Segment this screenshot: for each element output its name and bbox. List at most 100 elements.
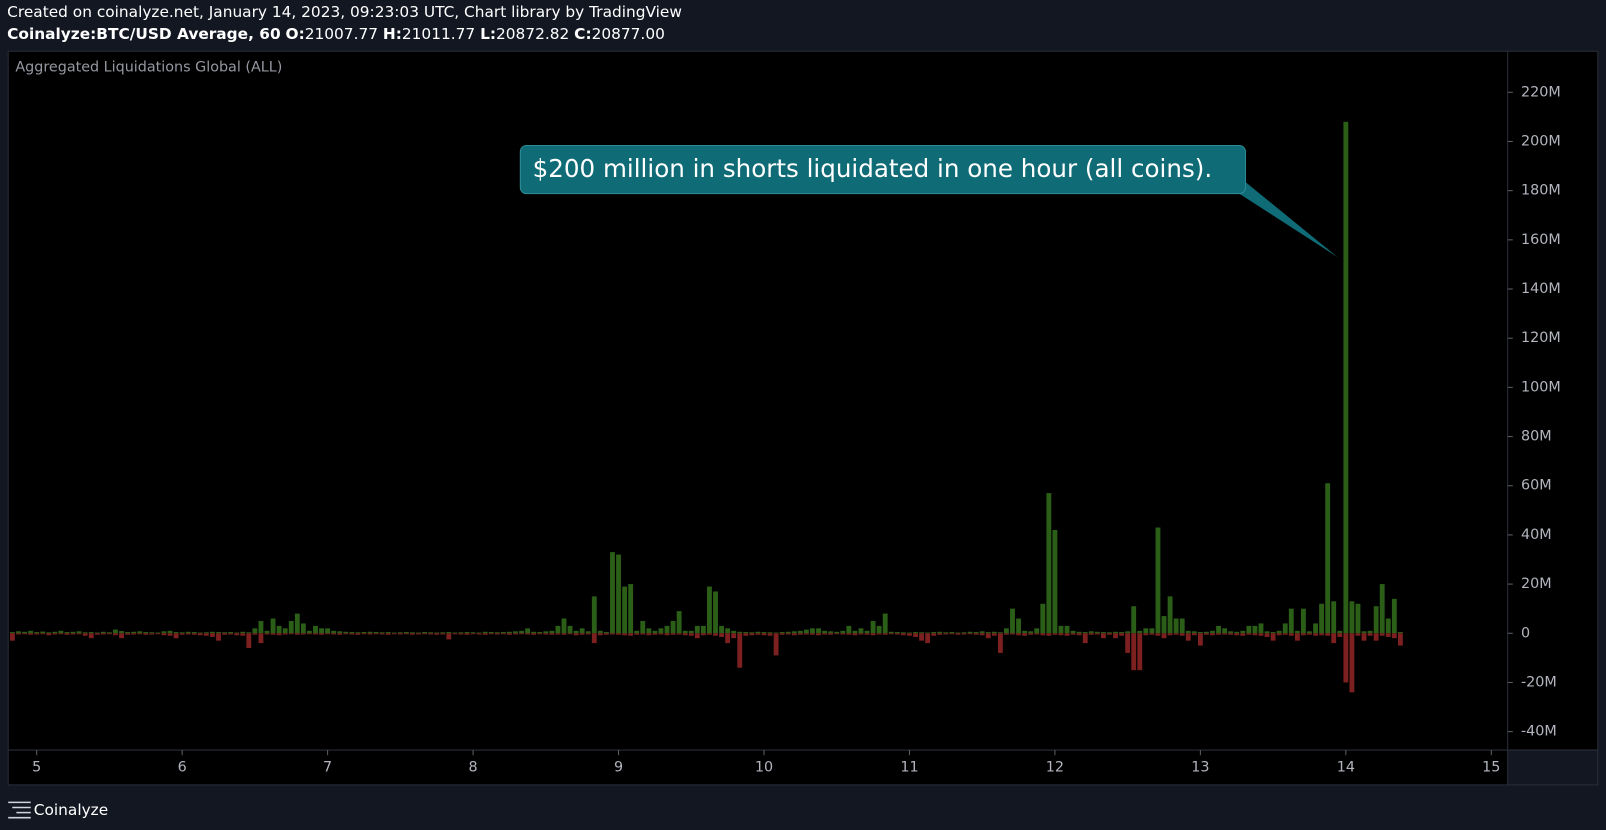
bar bbox=[1119, 633, 1125, 636]
bar bbox=[446, 632, 452, 634]
bar bbox=[785, 633, 791, 635]
bar bbox=[1197, 632, 1203, 634]
bar bbox=[1331, 601, 1337, 634]
bar bbox=[155, 633, 161, 635]
bar bbox=[361, 633, 367, 635]
bar bbox=[973, 632, 979, 634]
x-tick-label: 9 bbox=[614, 759, 623, 775]
bar bbox=[46, 632, 52, 634]
bar bbox=[634, 633, 640, 635]
bar bbox=[616, 633, 621, 635]
bar bbox=[707, 586, 712, 634]
bar bbox=[1391, 633, 1397, 639]
bar bbox=[949, 632, 955, 634]
bar bbox=[1355, 603, 1361, 634]
bar bbox=[234, 632, 240, 634]
ohlc-value: 21011.77 bbox=[402, 24, 475, 42]
bar bbox=[1240, 633, 1246, 636]
bar bbox=[616, 554, 621, 634]
bar bbox=[694, 633, 700, 639]
bar bbox=[1064, 625, 1070, 634]
bar bbox=[185, 631, 191, 634]
bar bbox=[997, 632, 1003, 634]
bar bbox=[397, 633, 403, 635]
bar bbox=[664, 633, 670, 636]
y-tick-label: 140M bbox=[1521, 281, 1561, 297]
bar bbox=[500, 632, 506, 634]
bar bbox=[64, 633, 70, 635]
y-tick-label: 60M bbox=[1521, 478, 1552, 494]
bar bbox=[967, 633, 973, 635]
bar bbox=[1076, 631, 1082, 634]
y-tick-label: -20M bbox=[1521, 674, 1557, 690]
bar bbox=[531, 631, 537, 634]
bar bbox=[155, 632, 161, 634]
bar bbox=[240, 631, 246, 634]
bar bbox=[500, 633, 506, 635]
bar bbox=[1337, 630, 1343, 634]
bar bbox=[1155, 527, 1161, 634]
bar bbox=[1028, 631, 1034, 634]
bar bbox=[258, 633, 264, 644]
bar bbox=[773, 632, 779, 634]
bar bbox=[573, 633, 579, 636]
frame bbox=[7, 50, 1599, 786]
bar bbox=[876, 633, 882, 635]
bar bbox=[731, 630, 737, 634]
bar bbox=[579, 628, 585, 634]
bar bbox=[276, 625, 282, 634]
bar bbox=[1191, 631, 1197, 634]
bar bbox=[1246, 633, 1252, 635]
bar bbox=[100, 631, 106, 634]
bar bbox=[1010, 633, 1015, 635]
bar bbox=[597, 633, 603, 636]
bar bbox=[816, 628, 821, 634]
bar bbox=[985, 633, 991, 639]
bar bbox=[1325, 633, 1331, 636]
bar bbox=[482, 633, 488, 635]
bar bbox=[913, 633, 918, 637]
bar bbox=[1270, 632, 1276, 634]
bar bbox=[28, 633, 34, 635]
bar bbox=[119, 631, 124, 634]
bar bbox=[870, 620, 876, 634]
bar bbox=[185, 633, 191, 635]
bar bbox=[628, 633, 634, 636]
bar bbox=[22, 631, 27, 634]
ohlc-value: 21007.77 bbox=[305, 24, 378, 42]
bar bbox=[652, 633, 658, 635]
bar bbox=[440, 632, 446, 634]
bar bbox=[561, 633, 567, 635]
bar bbox=[531, 633, 537, 635]
bar bbox=[737, 631, 743, 634]
bar bbox=[646, 633, 652, 636]
bar bbox=[900, 633, 906, 636]
bar bbox=[1088, 631, 1094, 634]
bar bbox=[822, 630, 828, 634]
bar bbox=[755, 633, 761, 635]
ohlc-label: L: bbox=[480, 24, 496, 42]
bar bbox=[10, 632, 15, 634]
bar bbox=[337, 631, 343, 634]
bar bbox=[1052, 633, 1058, 635]
bar bbox=[1149, 628, 1155, 634]
bar bbox=[306, 630, 312, 634]
bar bbox=[761, 632, 767, 634]
bar bbox=[379, 632, 385, 634]
bar bbox=[1004, 628, 1009, 634]
bar bbox=[222, 633, 227, 635]
bar bbox=[1313, 623, 1318, 634]
bar bbox=[694, 625, 700, 634]
bar bbox=[852, 630, 858, 634]
bar bbox=[16, 631, 21, 634]
bar bbox=[76, 633, 82, 635]
bar bbox=[1076, 633, 1082, 636]
bar bbox=[1288, 608, 1294, 634]
bar bbox=[1397, 632, 1403, 634]
bar bbox=[367, 631, 373, 634]
bar bbox=[543, 633, 549, 635]
bar bbox=[385, 633, 391, 635]
bar bbox=[1022, 633, 1028, 636]
bar bbox=[555, 633, 561, 635]
bar bbox=[422, 632, 428, 634]
